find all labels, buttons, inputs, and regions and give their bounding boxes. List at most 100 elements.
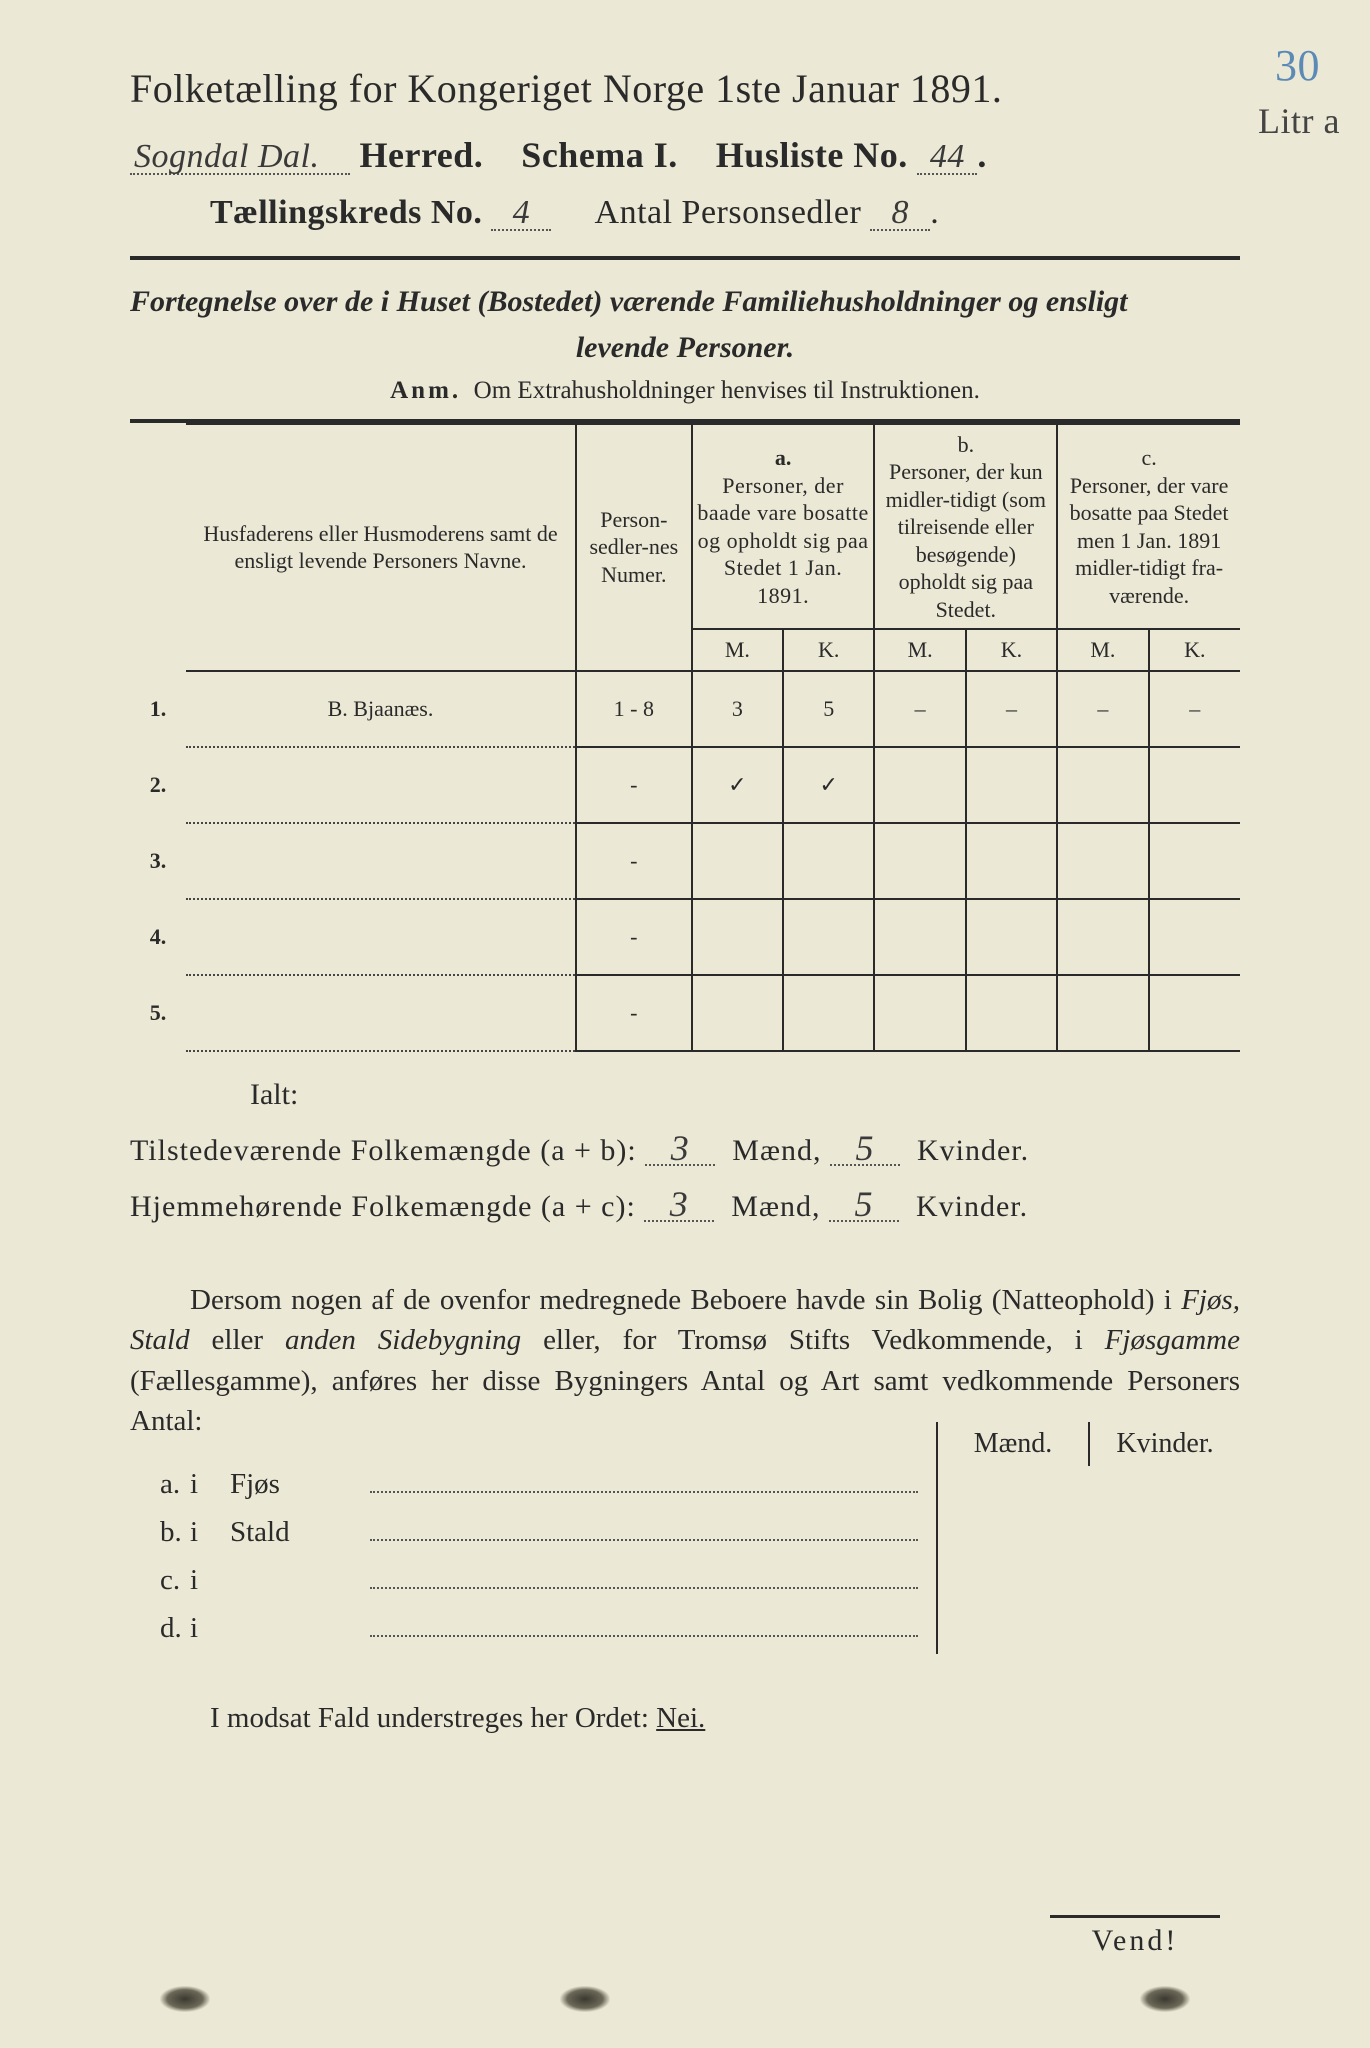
nei-text: I modsat Fald understreges her Ordet: xyxy=(210,1702,649,1734)
row-number: 3. xyxy=(130,823,186,899)
building-row: d.i xyxy=(130,1612,930,1656)
cell-c-k xyxy=(1149,747,1240,823)
cell-c-m xyxy=(1057,975,1148,1051)
cell-b-k xyxy=(966,899,1057,975)
cell-c-k xyxy=(1149,899,1240,975)
table-row: 1.B. Bjaanæs.1 - 835–––– xyxy=(130,671,1240,747)
subtitle: Fortegnelse over de i Huset (Bostedet) v… xyxy=(130,282,1240,323)
total-resident-label: Hjemmehørende Folkemængde (a + c): xyxy=(130,1190,636,1223)
anm-label: Anm. xyxy=(390,377,461,404)
col-name: Husfaderens eller Husmoderens samt de en… xyxy=(186,424,576,671)
row-letter: b. xyxy=(130,1516,190,1549)
punch-hole xyxy=(160,1986,210,2012)
cell-a-k: ✓ xyxy=(783,747,874,823)
building-row: c.i xyxy=(130,1564,930,1608)
building-block: Mænd. Kvinder. a.iFjøsb.iStaldc.id.i xyxy=(130,1468,1240,1656)
page-title: Folketælling for Kongeriget Norge 1ste J… xyxy=(130,65,1240,112)
cell-b-m xyxy=(874,975,965,1051)
punch-hole xyxy=(1140,1986,1190,2012)
subtitle-line1: Fortegnelse over de i Huset (Bostedet) v… xyxy=(130,285,1128,318)
cell-b-k xyxy=(966,823,1057,899)
col-c-head: c. Personer, der vare bosatte paa Stedet… xyxy=(1057,424,1240,630)
cell-b-m: – xyxy=(874,671,965,747)
person-name: B. Bjaanæs. xyxy=(186,671,576,747)
total-resident-k: 5 xyxy=(829,1188,899,1222)
person-name xyxy=(186,899,576,975)
dotted-line xyxy=(370,1473,918,1493)
maend-col: Mænd. xyxy=(938,1422,1088,1654)
building-name: Stald xyxy=(230,1516,370,1549)
total-present-label: Tilstedeværende Folkemængde (a + b): xyxy=(130,1134,637,1167)
cell-a-k xyxy=(783,975,874,1051)
subtitle-2: levende Personer. xyxy=(130,331,1240,365)
annotation-litra: Litr a xyxy=(1258,100,1340,142)
personsedler-num: - xyxy=(576,975,692,1051)
col-a-k: K. xyxy=(783,629,874,671)
nei-word: Nei. xyxy=(656,1702,705,1734)
cell-b-m xyxy=(874,747,965,823)
personsedler-num: - xyxy=(576,823,692,899)
col-b-head: b. Personer, der kun midler-tidigt (som … xyxy=(874,424,1057,630)
building-name: Fjøs xyxy=(230,1468,370,1501)
row-number: 4. xyxy=(130,899,186,975)
paragraph: Dersom nogen af de ovenfor medregnede Be… xyxy=(130,1280,1240,1442)
col-c-k: K. xyxy=(1149,629,1240,671)
total-present-m: 3 xyxy=(645,1132,715,1166)
cell-a-m: 3 xyxy=(692,671,783,747)
husliste-label: Husliste No. xyxy=(716,135,908,175)
maend-label: Mænd, xyxy=(732,1134,821,1167)
herred-value: Sogndal Dal. xyxy=(130,142,350,175)
personsedler-num: 1 - 8 xyxy=(576,671,692,747)
col-b-k: K. xyxy=(966,629,1057,671)
row-i: i xyxy=(190,1612,230,1645)
building-row: b.iStald xyxy=(130,1516,930,1560)
col-c-m: M. xyxy=(1057,629,1148,671)
table-row: 5. - xyxy=(130,975,1240,1051)
person-name xyxy=(186,747,576,823)
cell-a-k: 5 xyxy=(783,671,874,747)
col-a-head: a. Personer, der baade vare bosatte og o… xyxy=(692,424,875,630)
header-line-3: Tællingskreds No. 4 Antal Personsedler 8… xyxy=(130,194,1240,232)
col-a-m: M. xyxy=(692,629,783,671)
personsedler-num: - xyxy=(576,747,692,823)
kreds-value: 4 xyxy=(491,198,551,231)
mk-headers: Mænd. Kvinder. xyxy=(936,1422,1240,1654)
maend-label: Mænd, xyxy=(731,1190,820,1223)
cell-b-k: – xyxy=(966,671,1057,747)
cell-c-m xyxy=(1057,747,1148,823)
row-i: i xyxy=(190,1516,230,1549)
cell-c-k: – xyxy=(1149,671,1240,747)
annotation-number: 30 xyxy=(1275,40,1320,91)
cell-a-m xyxy=(692,823,783,899)
punch-hole xyxy=(560,1986,610,2012)
schema-label: Schema I. xyxy=(521,135,678,175)
dotted-line xyxy=(370,1569,918,1589)
subtitle-line2: levende Personer. xyxy=(576,331,794,364)
kvinder-label: Kvinder. xyxy=(916,1190,1028,1223)
row-number: 5. xyxy=(130,975,186,1051)
col-b-m: M. xyxy=(874,629,965,671)
herred-label: Herred. xyxy=(360,135,484,175)
col-number: Person-sedler-nes Numer. xyxy=(576,424,692,671)
personsedler-num: - xyxy=(576,899,692,975)
cell-c-m xyxy=(1057,823,1148,899)
cell-a-m xyxy=(692,975,783,1051)
row-letter: c. xyxy=(130,1564,190,1597)
antal-value: 8 xyxy=(870,198,930,231)
cell-a-m xyxy=(692,899,783,975)
ialt-label: Ialt: xyxy=(250,1078,1240,1112)
cell-b-m xyxy=(874,899,965,975)
cell-a-k xyxy=(783,823,874,899)
row-letter: a. xyxy=(130,1468,190,1501)
table-row: 3. - xyxy=(130,823,1240,899)
dotted-line xyxy=(370,1521,918,1541)
kvinder-col: Kvinder. xyxy=(1090,1422,1240,1654)
anm-line: Anm. Om Extrahusholdninger henvises til … xyxy=(130,377,1240,405)
row-letter: d. xyxy=(130,1612,190,1645)
cell-c-k xyxy=(1149,823,1240,899)
table-row: 2.-✓✓ xyxy=(130,747,1240,823)
cell-b-k xyxy=(966,747,1057,823)
cell-c-m xyxy=(1057,899,1148,975)
row-number: 2. xyxy=(130,747,186,823)
row-i: i xyxy=(190,1468,230,1501)
